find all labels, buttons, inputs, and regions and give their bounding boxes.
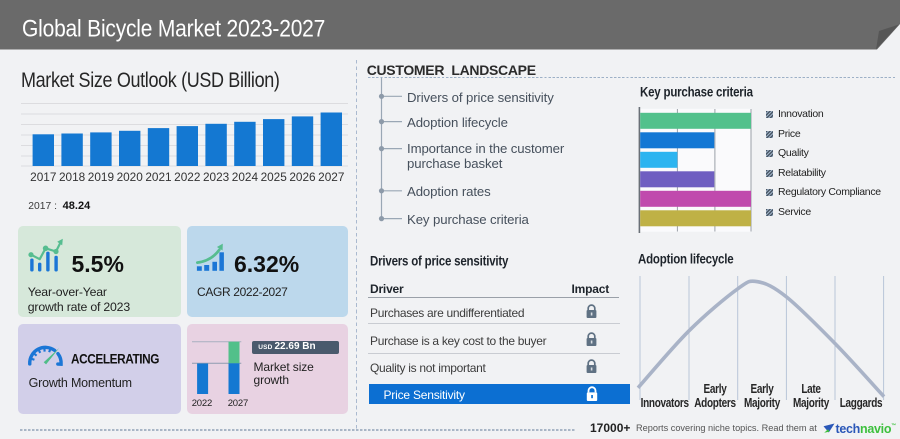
svg-text:2018: 2018 [59, 170, 86, 184]
svg-text:2021: 2021 [145, 170, 171, 184]
svg-text:2023: 2023 [203, 170, 230, 184]
svg-text:2022: 2022 [174, 170, 200, 184]
svg-text:2024: 2024 [232, 170, 259, 184]
svg-text:2017: 2017 [30, 170, 56, 184]
svg-text:2019: 2019 [88, 170, 114, 184]
svg-text:2027: 2027 [318, 170, 344, 184]
svg-text:2020: 2020 [117, 170, 144, 184]
svg-text:2026: 2026 [289, 170, 316, 184]
svg-text:2025: 2025 [261, 170, 288, 184]
